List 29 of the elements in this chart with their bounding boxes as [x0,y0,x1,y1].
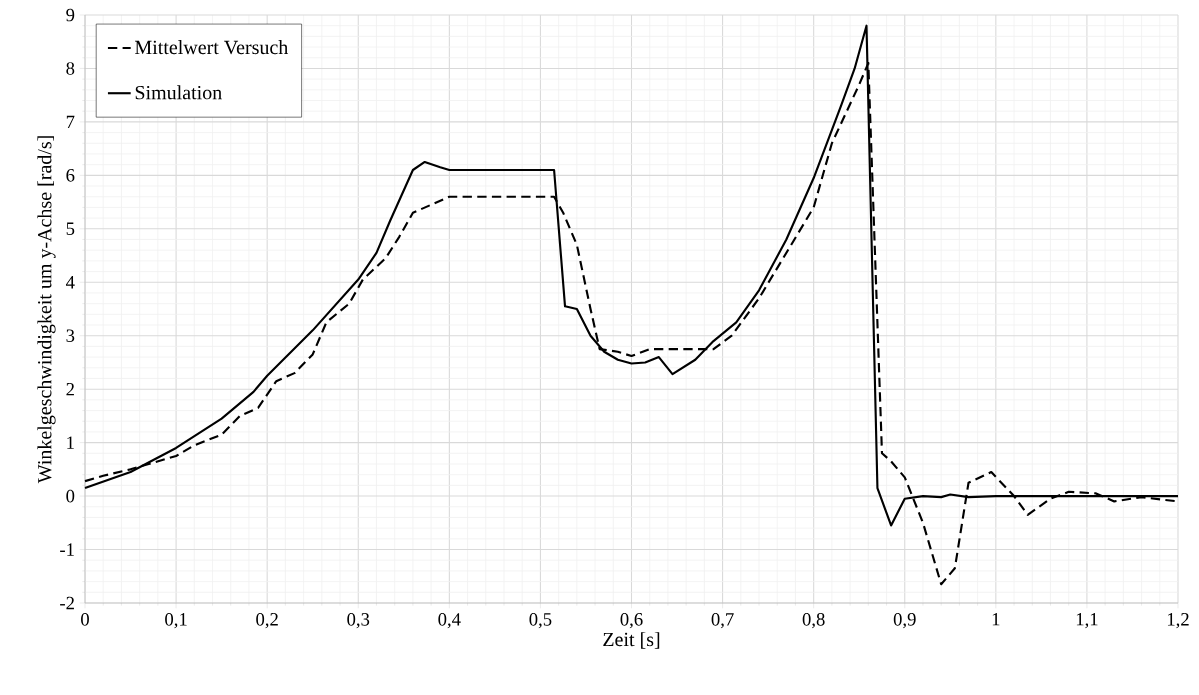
x-tick-label: 0,9 [893,613,916,629]
x-tick-label: 0,5 [529,613,552,629]
x-axis-title: Zeit [s] [603,632,660,649]
y-tick-label: 5 [66,222,75,236]
x-tick-label: 1,2 [1167,613,1189,629]
y-tick-label: -2 [60,596,74,610]
y-tick-label: -1 [60,543,74,556]
x-tick-label: 0,3 [347,613,370,629]
x-tick-label: 0,2 [256,613,278,629]
y-tick-label: 6 [66,169,75,182]
y-tick-label: 8 [66,62,75,75]
y-axis-title: Winkelgeschwindigkeit um y-Achse [rad/s] [37,136,56,484]
x-tick-label: 0,1 [165,613,187,629]
legend-label: Mittelwert Versuch [135,40,289,55]
x-tick-label: 0,7 [711,613,734,629]
x-tick-label: 1,1 [1076,613,1098,629]
x-tick-label: 0,6 [620,613,643,629]
y-tick-label: 7 [66,115,75,129]
legend-label: Simulation [135,85,222,100]
x-tick-label: 0 [81,613,89,626]
y-tick-label: 0 [66,489,75,503]
y-tick-label: 3 [66,329,75,342]
y-tick-label: 4 [65,276,75,289]
x-tick-label: 0,8 [802,613,825,629]
y-tick-label: 1 [67,436,74,449]
y-tick-label: 2 [66,382,74,396]
y-tick-label: 9 [66,8,75,22]
x-tick-label: 1 [992,613,1000,626]
x-tick-label: 0,4 [438,613,461,629]
